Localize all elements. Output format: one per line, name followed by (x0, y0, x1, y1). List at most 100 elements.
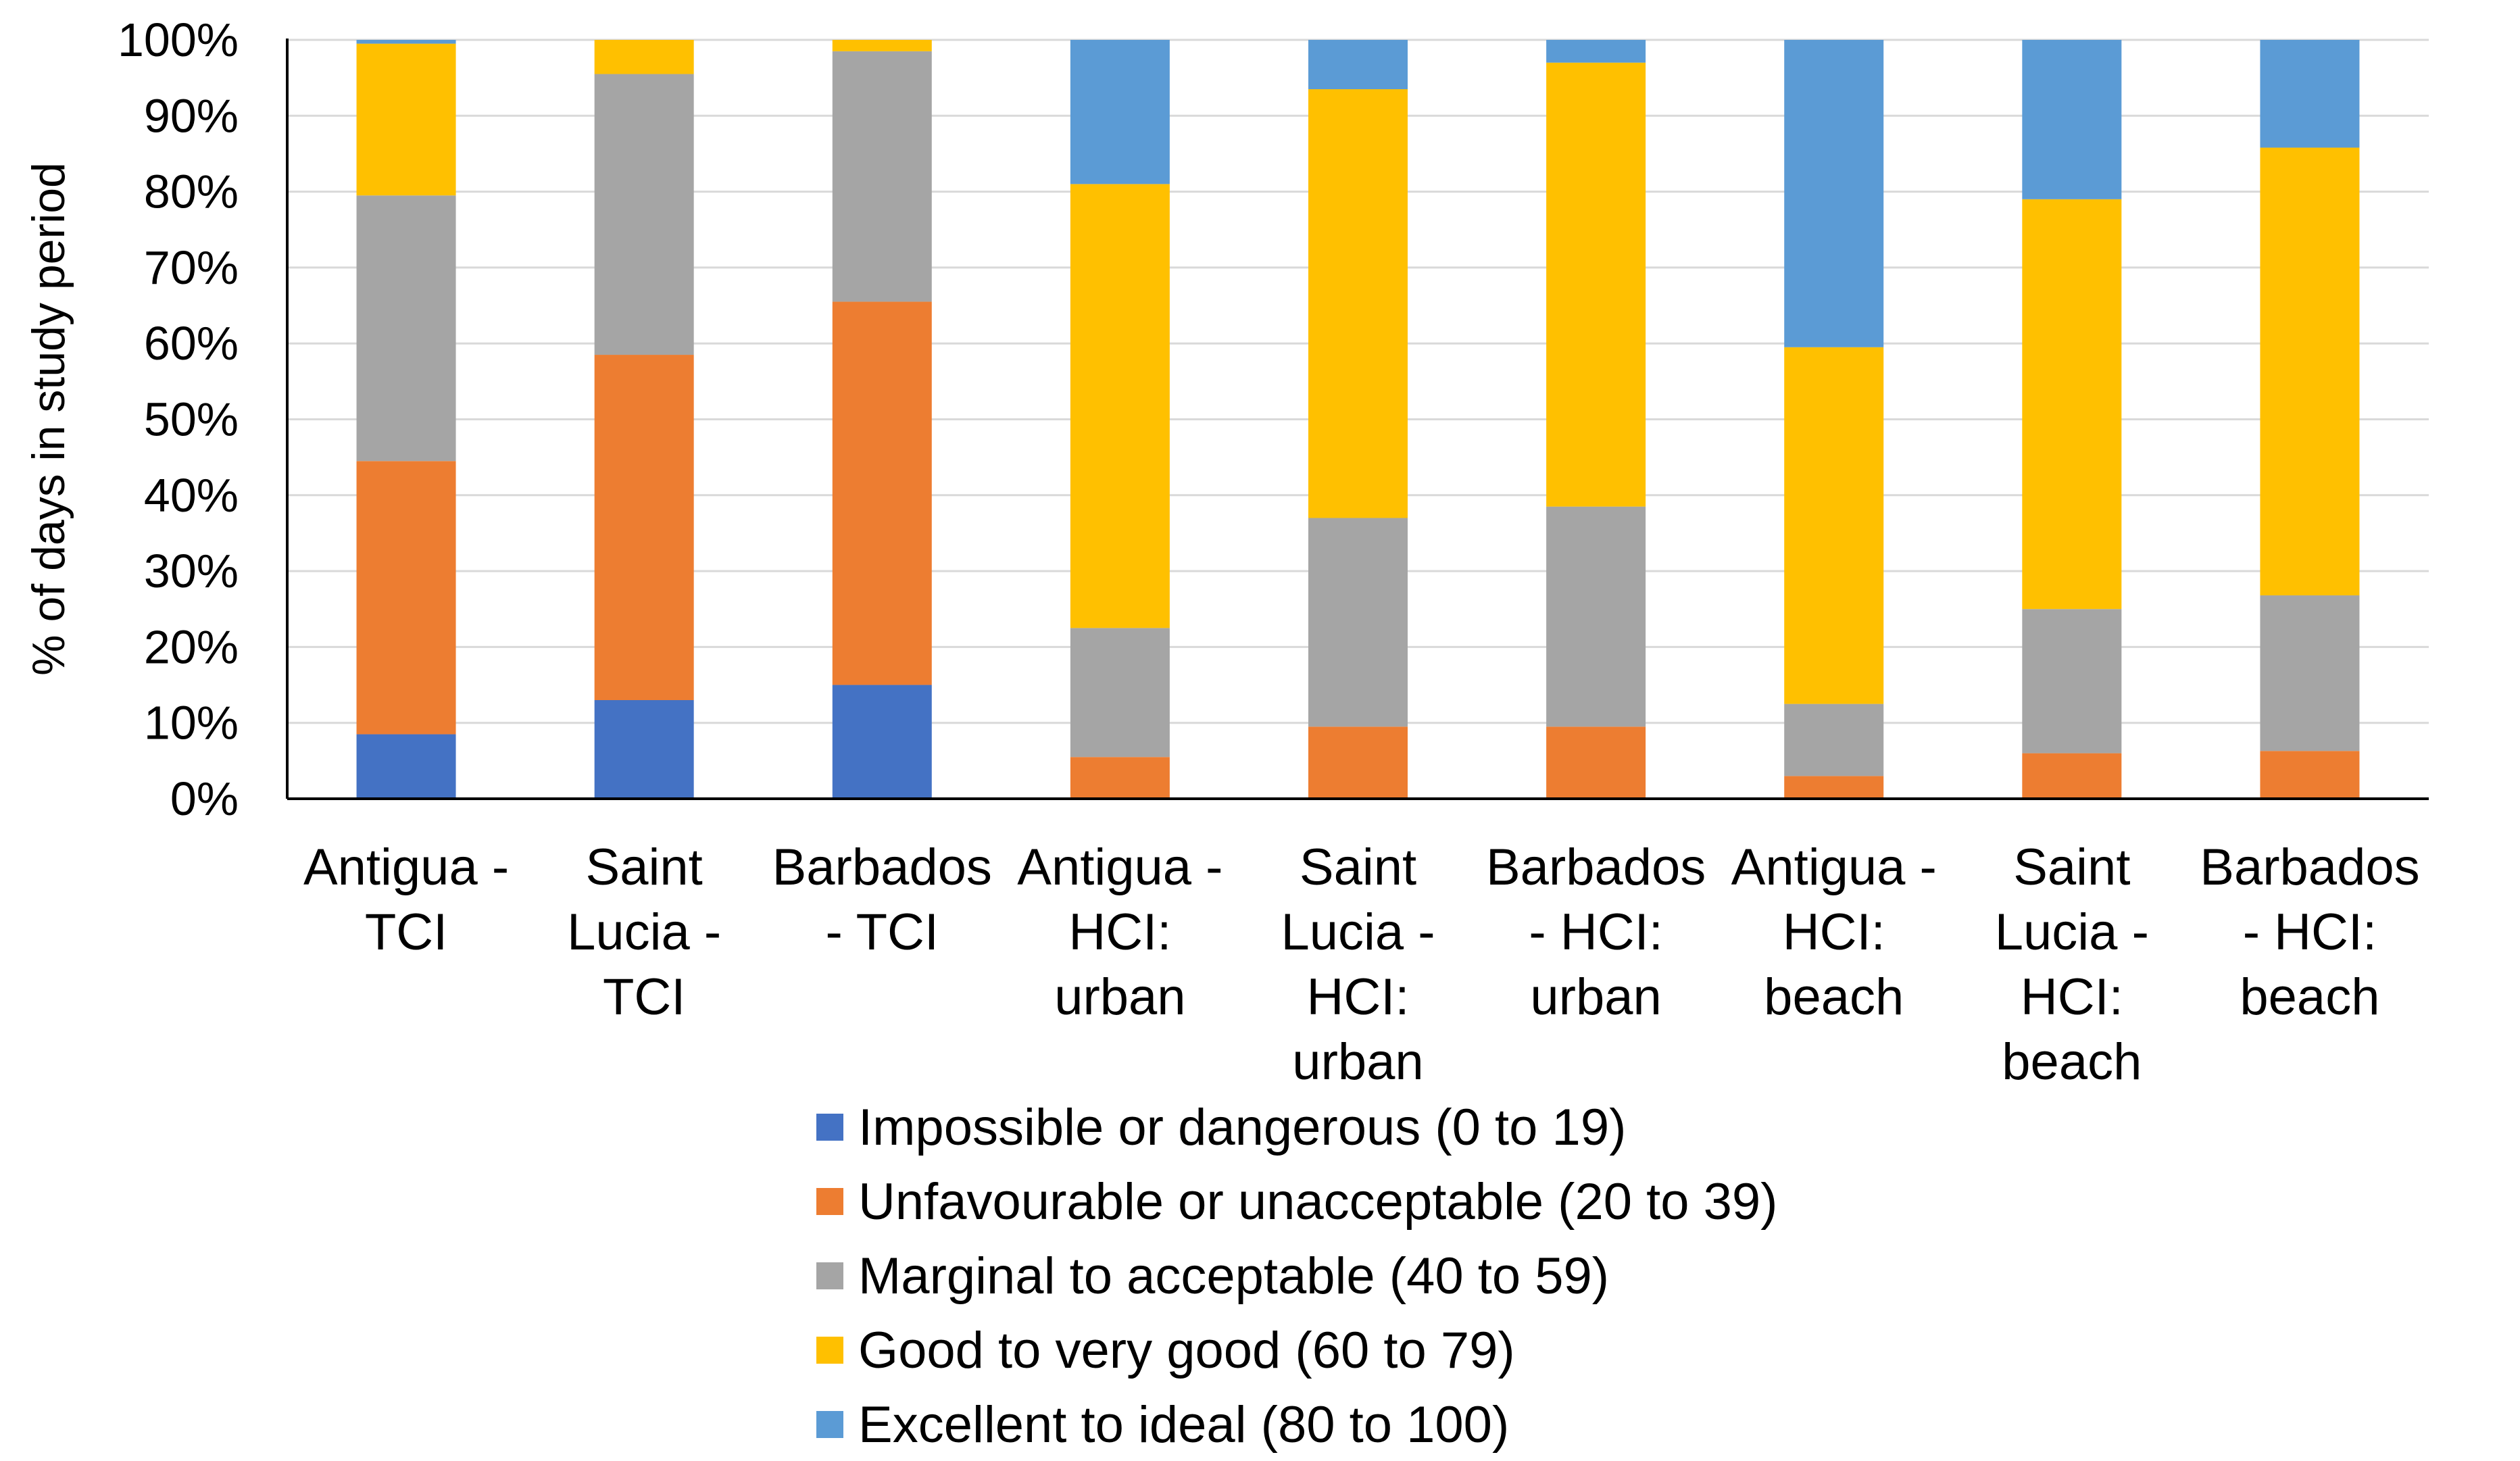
bars (356, 40, 2360, 799)
bar-segment (2022, 753, 2122, 799)
x-category-label-line: Lucia - (1995, 903, 2149, 961)
x-category-label-line: beach (1764, 968, 1904, 1026)
bar-segment (1070, 40, 1170, 184)
y-tick-label: 80% (144, 166, 239, 218)
legend-item: Good to very good (60 to 79) (816, 1322, 1515, 1379)
bar-segment (2260, 40, 2360, 148)
legend-item: Marginal to acceptable (40 to 59) (816, 1247, 1609, 1305)
bar-segment (2260, 147, 2360, 596)
y-tick-label: 50% (144, 393, 239, 446)
x-category-label: Antigua - HCI: urban (1017, 839, 1222, 1026)
bar-segment (1784, 347, 1884, 704)
bar-segment (1070, 628, 1170, 758)
axes (286, 39, 2429, 800)
bar-segment (832, 40, 932, 51)
x-category-label-line: Barbados (772, 839, 992, 896)
x-category-label-line: Saint (586, 839, 703, 896)
bar-segment (1784, 40, 1884, 347)
series-3 (356, 51, 2360, 776)
bar-segment (1784, 703, 1884, 776)
bar-segment (1546, 62, 1646, 507)
y-tick-label: 40% (144, 469, 239, 522)
legend-label: Marginal to acceptable (40 to 59) (858, 1247, 1609, 1305)
x-category-label-line: Antigua - (1731, 839, 1937, 896)
legend-swatch (816, 1188, 843, 1215)
x-category-label-line: HCI: (2021, 968, 2123, 1026)
bar-segment (594, 74, 694, 355)
x-category-label-line: HCI: (1307, 968, 1410, 1026)
bar-segment (356, 195, 456, 462)
bar-segment (2022, 40, 2122, 199)
bar-segment (2260, 595, 2360, 751)
y-axis-title: % of days in study period (23, 162, 74, 676)
bar-segment (832, 301, 932, 685)
y-tick-label: 100% (118, 14, 239, 66)
bar-segment (1308, 40, 1408, 89)
x-category-label-line: TCI (365, 903, 447, 961)
x-category-label-line: Barbados (1486, 839, 1706, 896)
bar-segment (1070, 184, 1170, 628)
series-5 (356, 40, 2360, 347)
x-category-label: Antigua - TCI (303, 839, 509, 961)
x-category-label-line: Lucia - (567, 903, 721, 961)
bar-segment (2022, 199, 2122, 610)
y-tick-label: 10% (144, 697, 239, 749)
x-category-label: Barbados - HCI: beach (2200, 839, 2419, 1026)
x-category-label-line: urban (1292, 1033, 1423, 1091)
bar-segment (1546, 40, 1646, 63)
y-tick-label: 60% (144, 317, 239, 370)
bar-segment (356, 40, 456, 44)
bar-segment (594, 355, 694, 701)
x-category-label-line: beach (2002, 1033, 2142, 1091)
bar-segment (594, 700, 694, 799)
x-category-label-line: Saint (2013, 839, 2130, 896)
y-tick-label: 30% (144, 545, 239, 597)
x-category-label-line: urban (1054, 968, 1185, 1026)
x-category-label-line: beach (2240, 968, 2379, 1026)
x-category-label-line: Antigua - (1017, 839, 1222, 896)
y-tick-label: 0% (170, 772, 239, 825)
bar-segment (1070, 757, 1170, 799)
bar-segment (832, 685, 932, 799)
y-tick-label: 90% (144, 89, 239, 142)
y-tick-labels: 0% 10% 20% 30% 40% 50% 60% 70% 80% 90% 100% (118, 14, 239, 825)
legend-item: Excellent to ideal (80 to 100) (816, 1396, 1509, 1454)
legend: Impossible or dangerous (0 to 19) Unfavou… (816, 1099, 1777, 1454)
bar-segment (1308, 726, 1408, 799)
bar-segment (356, 461, 456, 735)
bar-segment (1546, 726, 1646, 799)
bar-segment (1308, 89, 1408, 518)
series-1 (356, 685, 932, 799)
x-category-label-line: - HCI: (2243, 903, 2377, 961)
x-category-label-line: - TCI (826, 903, 939, 961)
x-category-label-line: TCI (603, 968, 685, 1026)
bar-segment (356, 734, 456, 799)
x-category-label-line: - HCI: (1529, 903, 1662, 961)
legend-item: Unfavourable or unacceptable (20 to 39) (816, 1173, 1777, 1231)
x-category-label-line: Saint (1300, 839, 1416, 896)
x-category-label-line: Lucia - (1281, 903, 1435, 961)
x-category-label: Barbados - TCI (772, 839, 992, 961)
bar-segment (832, 51, 932, 302)
y-tick-label: 20% (144, 620, 239, 673)
bar-segment (1546, 506, 1646, 727)
bar-segment (2260, 751, 2360, 799)
bar-segment (1784, 776, 1884, 799)
x-category-label-line: urban (1530, 968, 1661, 1026)
legend-label: Excellent to ideal (80 to 100) (858, 1396, 1509, 1454)
x-category-labels: Antigua - TCI Saint Lucia - TCI Barbados - TCI… (303, 839, 2420, 1091)
bar-segment (356, 43, 456, 196)
x-category-label-line: Antigua - (303, 839, 509, 896)
x-category-label-line: HCI: (1068, 903, 1171, 961)
series-4 (356, 40, 2360, 704)
bar-segment (594, 40, 694, 74)
y-tick-label: 70% (144, 241, 239, 294)
series-2 (356, 301, 2360, 799)
x-category-label: Saint Lucia - HCI: beach (1995, 839, 2149, 1091)
x-category-label: Saint Lucia - HCI: urban (1281, 839, 1435, 1091)
legend-swatch (816, 1114, 843, 1141)
legend-swatch (816, 1337, 843, 1364)
x-category-label: Antigua - HCI: beach (1731, 839, 1937, 1026)
legend-label: Impossible or dangerous (0 to 19) (858, 1099, 1626, 1156)
